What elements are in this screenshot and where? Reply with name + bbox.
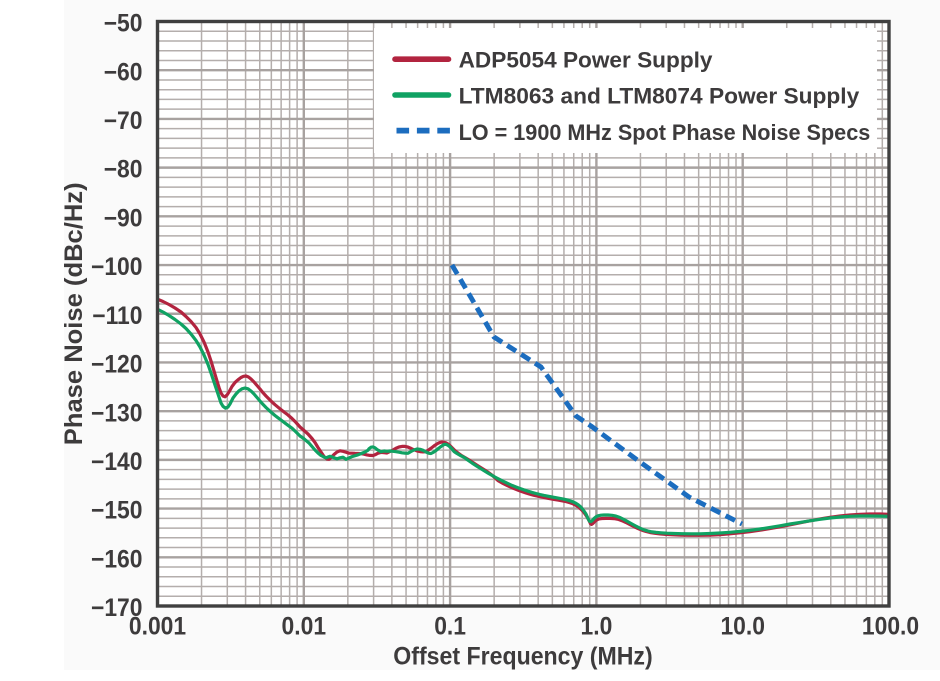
svg-text:−70: −70 xyxy=(104,107,143,135)
svg-text:0.001: 0.001 xyxy=(129,613,186,641)
svg-text:−140: −140 xyxy=(91,448,143,476)
svg-text:−150: −150 xyxy=(91,497,143,525)
svg-text:LTM8063 and LTM8074 Power Supp: LTM8063 and LTM8074 Power Supply xyxy=(459,84,860,109)
svg-text:−110: −110 xyxy=(92,302,142,330)
svg-text:Phase Noise (dBc/Hz): Phase Noise (dBc/Hz) xyxy=(60,182,87,445)
svg-text:−100: −100 xyxy=(91,253,143,281)
svg-text:10.0: 10.0 xyxy=(720,613,765,641)
svg-text:−170: −170 xyxy=(91,594,143,622)
svg-text:−160: −160 xyxy=(91,546,143,574)
svg-text:−60: −60 xyxy=(104,59,143,87)
svg-text:0.01: 0.01 xyxy=(282,613,327,641)
svg-text:−90: −90 xyxy=(104,205,143,233)
svg-text:−50: −50 xyxy=(104,10,143,38)
svg-text:ADP5054 Power Supply: ADP5054 Power Supply xyxy=(459,48,713,73)
svg-text:0.1: 0.1 xyxy=(434,613,466,641)
svg-text:−80: −80 xyxy=(104,156,143,184)
svg-text:−130: −130 xyxy=(91,400,143,428)
svg-text:100.0: 100.0 xyxy=(862,613,919,641)
svg-text:LO = 1900 MHz Spot Phase Noise: LO = 1900 MHz Spot Phase Noise Specs xyxy=(459,120,871,145)
svg-text:1.0: 1.0 xyxy=(580,613,612,641)
svg-text:Offset Frequency (MHz): Offset Frequency (MHz) xyxy=(393,643,652,671)
svg-text:−120: −120 xyxy=(91,351,143,379)
